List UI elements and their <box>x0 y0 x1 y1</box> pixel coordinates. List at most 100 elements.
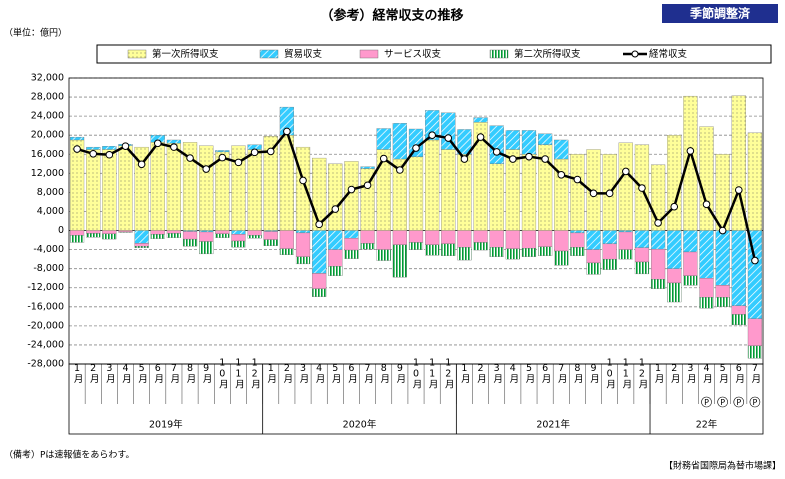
bar-segment <box>183 231 197 239</box>
bar-segment <box>151 142 165 230</box>
bar-segment <box>264 231 278 239</box>
line-point <box>703 201 710 208</box>
bar-segment <box>522 248 536 257</box>
bar-segment <box>587 231 601 250</box>
bar-segment <box>328 266 342 276</box>
line-point <box>526 153 533 160</box>
y-tick-label: -12,000 <box>27 282 64 293</box>
bar-segment <box>135 231 149 244</box>
bar-segment <box>393 245 407 277</box>
line-point <box>397 167 404 174</box>
bar-segment <box>441 150 455 231</box>
line-point <box>203 166 210 173</box>
bar-segment <box>409 157 423 231</box>
bar-segment <box>538 134 552 145</box>
unit-label: （単位：億円） <box>4 27 67 39</box>
bar-segment <box>554 231 568 251</box>
group-label: 22年 <box>696 419 718 431</box>
bar-segment <box>409 242 423 249</box>
bar-segment <box>199 231 213 232</box>
bar-segment <box>651 279 665 289</box>
bar-segment <box>296 147 310 230</box>
line-point <box>477 134 484 141</box>
x-tick-label: 6月 <box>152 363 164 384</box>
bar-segment <box>474 118 488 123</box>
legend-label: サービス収支 <box>384 48 442 60</box>
x-tick-label: 9月 <box>201 363 213 384</box>
line-point <box>429 132 436 139</box>
bar-segment <box>151 231 165 235</box>
bar-segment <box>377 250 391 261</box>
x-tick-label: 4月 <box>507 363 519 384</box>
bar-segment <box>732 306 746 315</box>
legend-swatch <box>128 50 146 58</box>
bar-segment <box>264 240 278 246</box>
x-tick-label: 4月 <box>314 363 326 384</box>
x-tick-label: 6月 <box>346 363 358 384</box>
line-point <box>558 171 565 178</box>
line-point <box>219 154 226 161</box>
group-label: 2021年 <box>536 419 570 431</box>
bar-segment <box>296 257 310 264</box>
x-tick-label: 7月 <box>362 363 374 384</box>
bar-segment <box>506 249 520 259</box>
x-tick-label: 1月 <box>459 363 471 384</box>
bar-segment <box>377 231 391 250</box>
bar-segment <box>457 231 471 248</box>
bar-segment <box>490 126 504 164</box>
bar-segment <box>474 242 488 250</box>
y-tick-label: -24,000 <box>27 339 64 350</box>
x-tick-label: 2月 <box>88 363 100 384</box>
x-tick-label: 3月 <box>104 363 116 384</box>
bar-segment <box>700 297 714 308</box>
line-point <box>106 151 113 158</box>
y-tick-label: 4,000 <box>37 206 64 217</box>
x-tick-label: 8月 <box>185 363 197 384</box>
legend-label: 経常収支 <box>649 48 688 60</box>
x-tick-label: 12月 <box>443 357 455 389</box>
bar-segment <box>280 231 294 249</box>
line-point <box>461 156 468 163</box>
bar-segment <box>716 285 730 297</box>
bar-segment <box>328 250 342 267</box>
bar-segment <box>732 231 746 306</box>
line-point <box>348 186 355 193</box>
bar-segment <box>441 231 455 244</box>
line-point <box>574 176 581 183</box>
line-point <box>251 149 258 156</box>
x-tick-label: 9月 <box>588 363 600 384</box>
bar-segment <box>151 234 165 238</box>
bar-segment <box>522 130 536 154</box>
line-point <box>687 148 694 155</box>
x-tick-label: 5月 <box>523 363 535 384</box>
x-tick-label: 4月 <box>701 363 713 384</box>
bar-segment <box>506 130 520 149</box>
y-tick-label: 16,000 <box>31 149 64 160</box>
bar-segment <box>199 232 213 242</box>
bar-segment <box>490 164 504 231</box>
badge: 季節調整済 <box>689 6 751 21</box>
bar-segment <box>199 241 213 253</box>
y-tick-label: -16,000 <box>27 301 64 312</box>
bar-segment <box>490 247 504 257</box>
bar-segment <box>538 247 552 256</box>
bar-segment <box>748 319 762 346</box>
bar-segment <box>70 137 84 140</box>
bar-segment <box>683 252 697 276</box>
bar-segment <box>361 231 375 244</box>
bar-segment <box>635 231 649 248</box>
bar-segment <box>393 231 407 245</box>
legend-swatch <box>490 50 508 58</box>
bar-segment <box>312 289 326 297</box>
x-tick-label: 11月 <box>427 357 439 389</box>
source: 【財務省国際局為替市場課】 <box>664 460 781 472</box>
y-tick-label: 24,000 <box>31 111 64 122</box>
bar-segment <box>425 140 439 231</box>
x-tick-label: 6月 <box>733 363 745 384</box>
y-tick-label: 0 <box>58 225 64 236</box>
line-point <box>542 156 549 163</box>
bar-segment <box>457 247 471 260</box>
x-tick-label: 9月 <box>394 363 406 384</box>
line-point <box>493 149 500 156</box>
